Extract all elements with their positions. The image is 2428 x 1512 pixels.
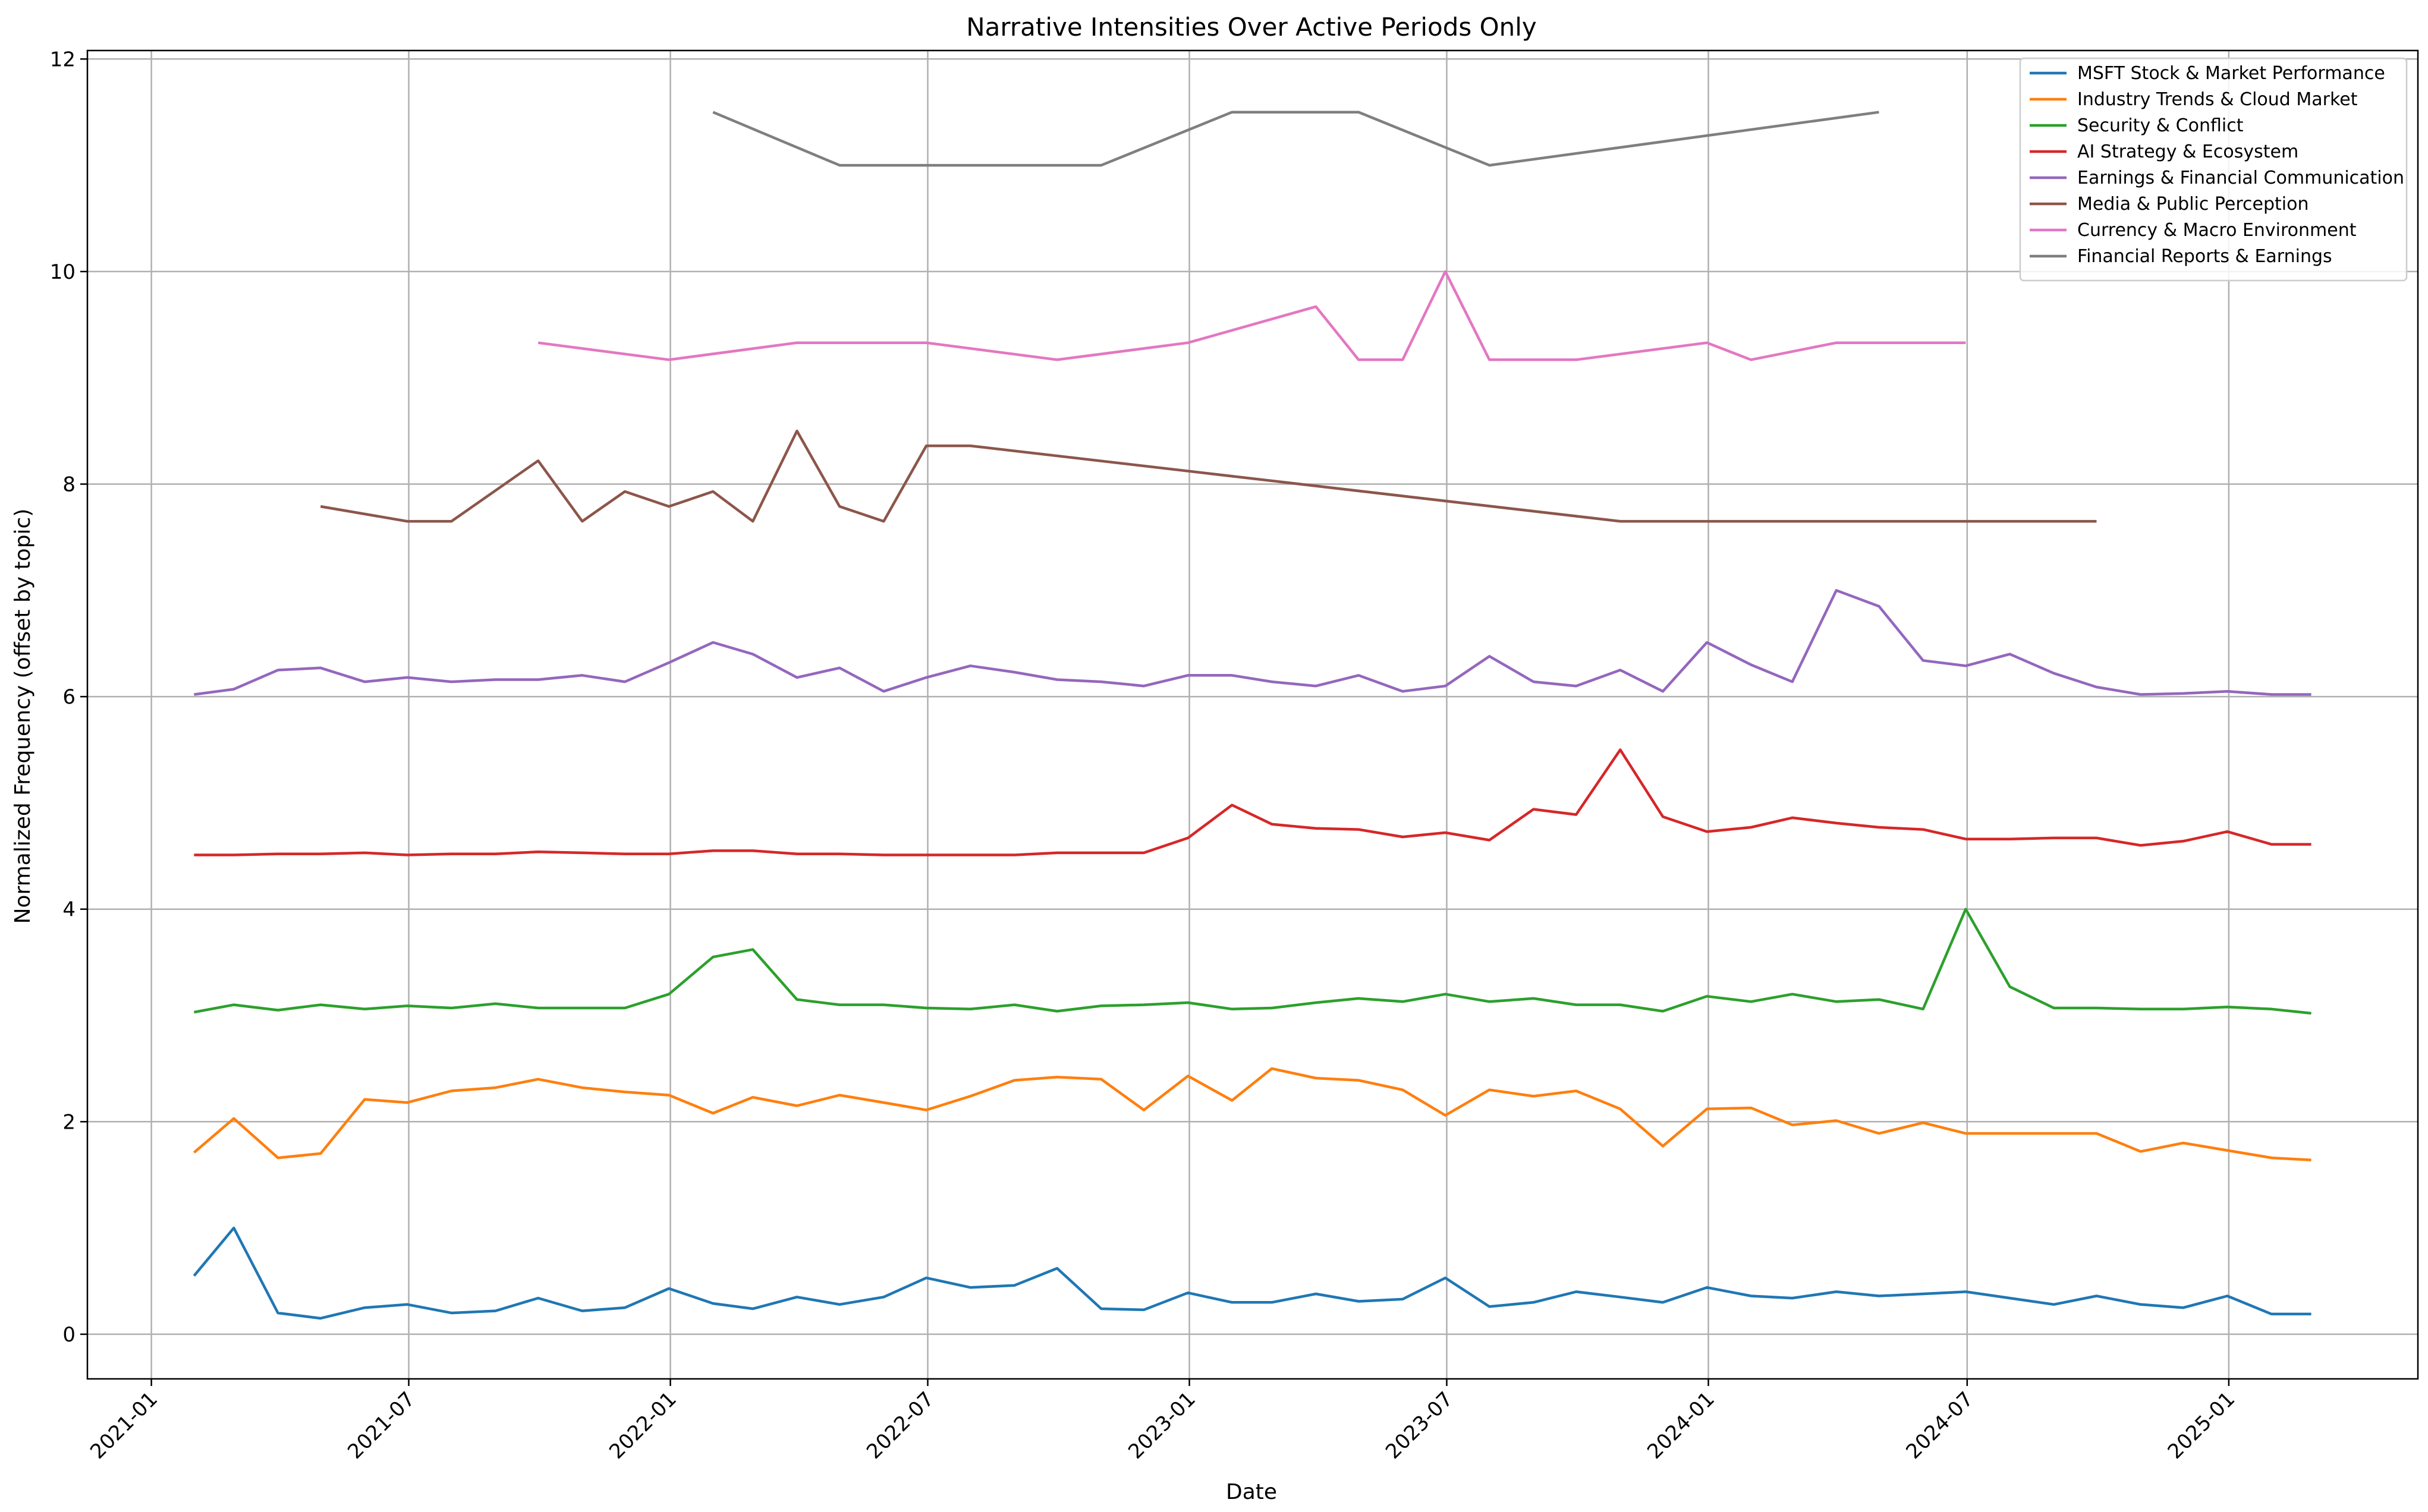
legend-label: Financial Reports & Earnings [2077,246,2332,267]
series-line-1 [193,1226,2311,1320]
series-line-8 [712,111,1879,167]
y-tick-label: 10 [50,260,76,284]
y-axis-label: Normalized Frequency (offset by topic) [11,509,35,924]
x-axis-label: Date [1226,1480,1277,1504]
legend-label: Earnings & Financial Communication [2077,168,2404,188]
legend-label: MSFT Stock & Market Performance [2077,63,2385,84]
legend-label: Media & Public Perception [2077,194,2309,215]
legend-label: Industry Trends & Cloud Market [2077,89,2358,110]
series-lines [193,111,2311,1320]
y-tick-label: 0 [62,1323,76,1347]
legend-box [2019,57,2408,282]
y-tick-label: 4 [62,898,76,922]
plot-frame [86,49,2419,1380]
series-line-2 [193,1067,2311,1161]
series-line-4 [194,748,2311,856]
legend-label: Security & Conflict [2077,115,2244,136]
y-tick-label: 8 [62,473,76,497]
y-tick-label: 2 [62,1110,76,1134]
series-line-3 [193,908,2311,1015]
y-tick-label: 6 [62,685,76,709]
y-tick-label: 12 [50,48,76,71]
series-line-5 [194,589,2311,696]
legend-label: Currency & Macro Environment [2077,220,2357,241]
chart-title: Narrative Intensities Over Active Period… [966,12,1537,42]
series-line-6 [320,429,2097,523]
series-line-7 [537,270,1966,361]
legend: MSFT Stock & Market Performance Industry … [2019,57,2408,282]
legend-label: AI Strategy & Ecosystem [2077,141,2298,162]
y-axis: 0 2 4 6 8 10 12 [50,48,87,1347]
